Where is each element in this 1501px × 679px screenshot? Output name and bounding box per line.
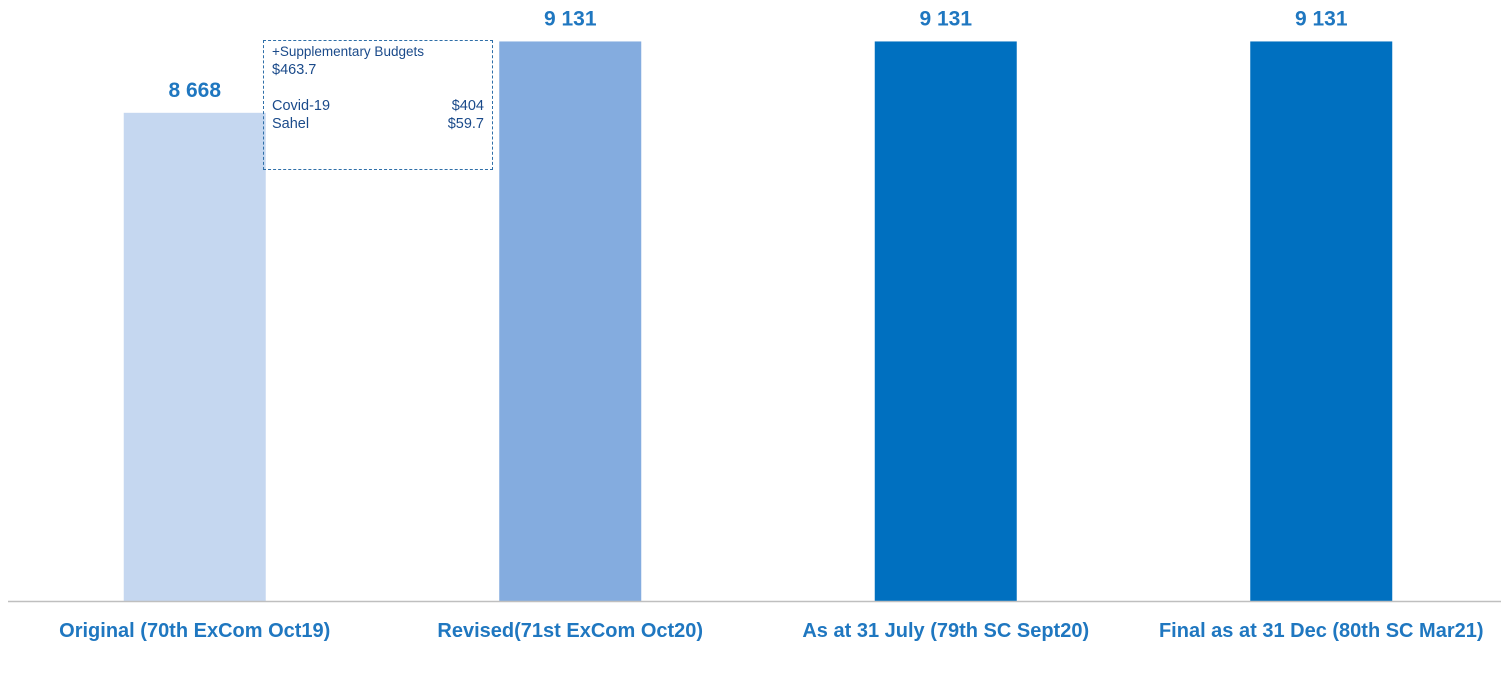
annotation-row: Covid-19 $404 <box>272 97 484 115</box>
bar <box>874 41 1017 601</box>
value-label: 9 131 <box>919 7 972 30</box>
annotation-row: Sahel $59.7 <box>272 115 484 133</box>
annotation-label: Sahel <box>272 116 310 132</box>
annotation-value: $404 <box>451 98 484 114</box>
value-label: 9 131 <box>1295 7 1348 30</box>
x-tick-label: Final as at 31 Dec (80th SC Mar21) <box>1158 620 1484 642</box>
value-label: 8 668 <box>168 79 221 102</box>
annotation-value: $59.7 <box>447 116 484 132</box>
bar <box>123 112 266 602</box>
annotation-label: Covid-19 <box>272 98 331 114</box>
x-tick-label: Revised(71st ExCom Oct20) <box>437 620 704 642</box>
bar <box>499 41 642 601</box>
annotation-total: $463.7 <box>272 62 317 78</box>
x-tick-label: Original (70th ExCom Oct19) <box>59 620 331 642</box>
x-tick-label: As at 31 July (79th SC Sept20) <box>802 620 1090 642</box>
annotation-box: +Supplementary Budgets $463.7 Covid-19 $4… <box>263 40 493 170</box>
value-label: 9 131 <box>544 7 597 30</box>
annotation-title: +Supplementary Budgets <box>272 44 424 59</box>
bar <box>1250 41 1393 601</box>
